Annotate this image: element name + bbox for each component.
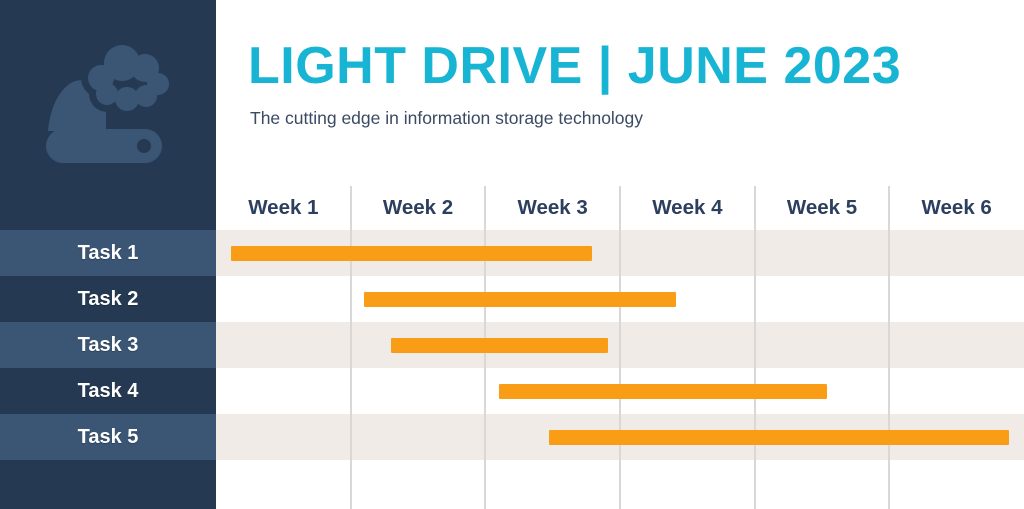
- task-label: Task 1: [77, 241, 139, 264]
- chart-header: LIGHT DRIVE | JUNE 2023 The cutting edge…: [248, 40, 988, 129]
- task-label-row: Task 2: [0, 276, 216, 322]
- week-header: Week 1 Week 2 Week 3 Week 4 Week 5 Week …: [216, 186, 1024, 230]
- week-header-cell: Week 3: [517, 196, 588, 219]
- cloud-drive-icon: [46, 38, 172, 163]
- task-label-row: Task 3: [0, 322, 216, 368]
- task2-bar: [364, 292, 677, 307]
- task-label: Task 4: [77, 379, 139, 402]
- task5-bar: [548, 430, 1010, 445]
- week-header-cell: Week 6: [921, 196, 992, 219]
- task-label-row: Task 1: [0, 230, 216, 276]
- gantt-row: [216, 276, 1024, 322]
- week-header-cell: Week 1: [248, 196, 319, 219]
- week-header-cell: Week 2: [382, 196, 454, 219]
- task4-bar: [498, 384, 828, 399]
- task-label: Task 2: [77, 287, 139, 310]
- week-header-cell: Week 4: [652, 196, 723, 219]
- gridline: [619, 186, 621, 509]
- gantt-grid: Week 1 Week 2 Week 3 Week 4 Week 5 Week …: [216, 186, 1024, 509]
- gantt-row: [216, 368, 1024, 414]
- sidebar: Task 1 Task 2 Task 3 Task 4 Task 5: [0, 0, 216, 509]
- task-label: Task 3: [77, 333, 139, 356]
- task-label-row: Task 4: [0, 368, 216, 414]
- page-title: LIGHT DRIVE | JUNE 2023: [248, 37, 902, 95]
- gridline: [888, 186, 891, 509]
- page-subtitle: The cutting edge in information storage …: [250, 108, 644, 128]
- gridline: [349, 186, 352, 509]
- task-label: Task 5: [77, 425, 139, 448]
- task3-bar: [391, 338, 608, 353]
- gridline: [753, 186, 756, 509]
- week-header-cell: Week 5: [786, 196, 858, 219]
- task1-bar: [230, 246, 592, 261]
- task-label-row: Task 5: [0, 414, 216, 460]
